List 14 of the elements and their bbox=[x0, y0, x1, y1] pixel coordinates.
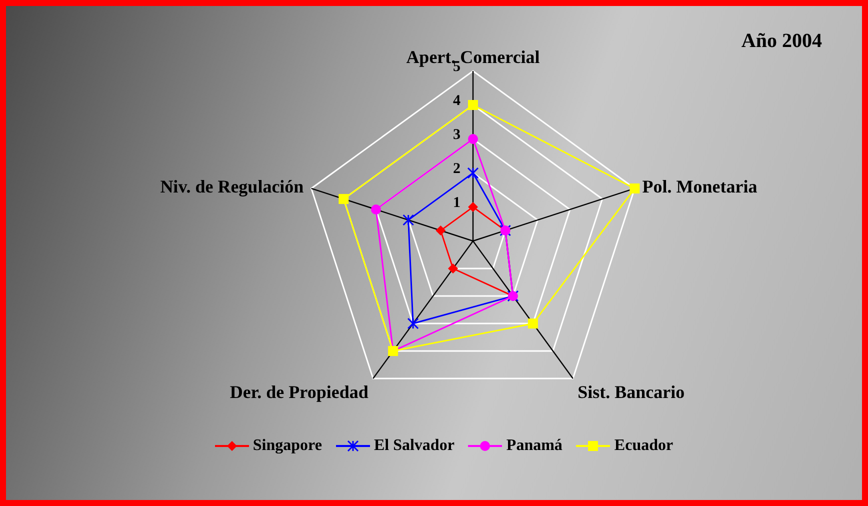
spoke-label: Sist. Bancario bbox=[578, 382, 685, 402]
y-tick-label: 4 bbox=[453, 93, 461, 109]
y-tick-label: 5 bbox=[453, 59, 460, 75]
spoke-label: Pol. Monetaria bbox=[642, 176, 758, 196]
legend-label: Panamá bbox=[506, 437, 562, 455]
y-tick-label: 2 bbox=[453, 161, 460, 177]
y-tick-label: 3 bbox=[453, 127, 460, 143]
y-tick-label: 1 bbox=[453, 195, 460, 211]
legend-label: El Salvador bbox=[374, 437, 454, 455]
spoke-label: Niv. de Regulación bbox=[160, 176, 304, 196]
legend-label: Ecuador bbox=[614, 437, 674, 455]
legend-label: Singapore bbox=[252, 437, 322, 455]
chart-title: Año 2004 bbox=[741, 30, 822, 53]
spoke-label: Der. de Propiedad bbox=[230, 382, 368, 402]
